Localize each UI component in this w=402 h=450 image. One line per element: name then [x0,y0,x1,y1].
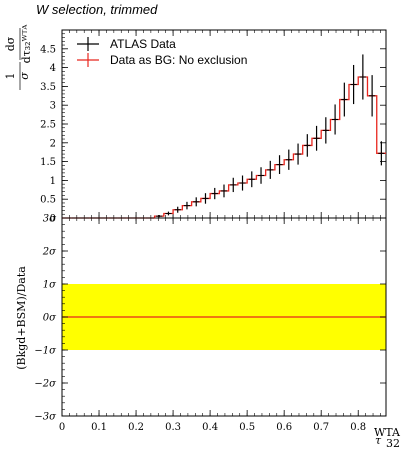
data-point [313,125,320,151]
data-point [341,82,348,117]
svg-text:32: 32 [386,437,400,450]
lower-y-tick-label: 0σ [43,313,57,324]
legend-entry-atlas: ATLAS Data [77,37,176,51]
lower-y-tick-label: −3σ [34,412,57,423]
data-point [285,149,292,170]
upper-y-tick-label: 3 [50,101,56,112]
data-point [230,177,237,193]
data-point [322,117,329,144]
lower-y-ticks: 2σ 1σ 0σ −1σ −2σ −3σ [34,224,386,423]
svg-text:σ: σ [18,72,31,80]
data-point [378,141,385,166]
data-point [239,175,246,191]
x-tick-label: 0.4 [202,422,218,433]
data-point [220,184,228,198]
upper-y-tick-label: 2.5 [40,120,56,131]
x-ticks: 0 0.1 0.2 0.3 0.4 0.5 0.6 0.7 0.8 [59,30,381,433]
data-point [350,64,357,105]
legend-label-bg: Data as BG: No exclusion [110,53,247,67]
lower-y-tick-label: 1σ [43,280,57,291]
x-tick-label: 0.6 [276,422,292,433]
lower-y-label: (Bkgd+BSM)/Data [15,266,28,370]
chart-title: W selection, trimmed [36,2,158,17]
lower-y-tick-top: 3σ [43,214,57,225]
upper-y-label: 1 σ dσ dτ₃₂ᵂᵀᴬ [4,24,33,90]
upper-y-tick-label: 4.5 [40,44,56,55]
svg-text:dτ₃₂ᵂᵀᴬ: dτ₃₂ᵂᵀᴬ [20,24,33,64]
data-point [202,193,209,204]
svg-text:τ: τ [375,434,382,447]
data-point [257,167,265,184]
x-tick-label: 0.7 [313,422,329,433]
svg-text:dσ: dσ [4,36,17,51]
data-point [267,160,274,179]
upper-y-tick-label: 0.5 [40,195,56,206]
legend-entry-bg: Data as BG: No exclusion [77,53,247,67]
lower-y-tick-label: −1σ [34,346,57,357]
x-tick-label: 0.5 [239,422,255,433]
upper-y-tick-label: 1 [50,176,56,187]
data-point [183,201,191,210]
data-points [62,54,385,219]
data-point [294,143,302,165]
upper-y-ticks: 0.5 1 1.5 2 2.5 3 3.5 4 4.5 03σ [40,29,386,225]
data-point [165,211,172,216]
data-point [211,187,218,200]
data-point [368,75,376,117]
svg-text:WTA: WTA [374,426,401,439]
data-point [193,197,200,207]
data-point [359,54,366,100]
data-point [248,171,255,188]
upper-y-tick-zero: 0 [50,214,56,225]
x-tick-label: 0 [59,422,65,433]
upper-y-tick-label: 3.5 [40,82,56,93]
svg-text:1: 1 [4,73,17,80]
lower-y-tick-label: 2σ [42,247,57,258]
data-point [174,206,181,213]
data-point [276,155,283,175]
data-point [156,214,163,218]
lower-y-tick-label: −2σ [34,379,57,390]
x-tick-label: 0.3 [165,422,181,433]
upper-y-tick-label: 2 [50,138,56,149]
x-axis-label: τ 32 WTA [374,426,401,450]
upper-y-tick-label: 1.5 [40,157,56,168]
data-point [304,134,311,157]
legend-label-atlas: ATLAS Data [110,37,176,51]
x-tick-label: 0.2 [128,422,144,433]
data-point [331,104,339,135]
x-tick-label: 0.8 [350,422,366,433]
upper-y-tick-label: 4 [50,63,56,74]
x-tick-label: 0.1 [91,422,107,433]
legend: ATLAS Data Data as BG: No exclusion [77,37,247,67]
